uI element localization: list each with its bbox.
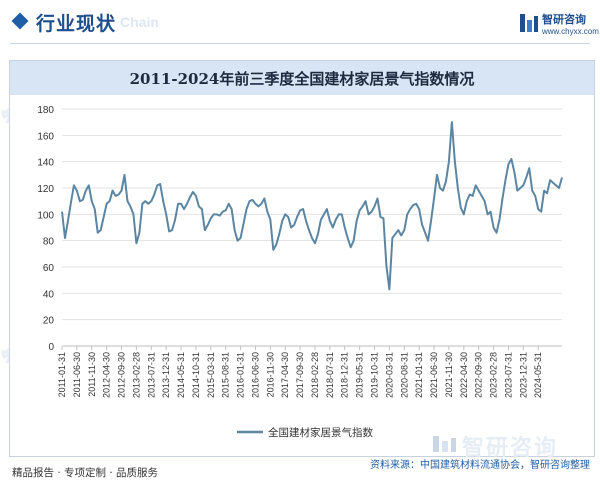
x-tick-label: 2021-06-30 xyxy=(429,352,439,398)
x-tick-label: 2014-05-31 xyxy=(176,352,186,398)
diamond-icon xyxy=(11,12,29,30)
x-tick-label: 2014-10-31 xyxy=(191,352,201,398)
y-tick-label: 80 xyxy=(43,237,55,248)
x-tick-label: 2021-01-31 xyxy=(414,352,424,398)
x-tick-label: 2016-01-31 xyxy=(236,352,246,398)
section-title: 行业现状 xyxy=(36,13,117,35)
x-tick-label: 2013-02-28 xyxy=(131,352,141,398)
x-tick-label: 2012-04-30 xyxy=(102,352,112,398)
y-tick-label: 180 xyxy=(37,105,54,116)
x-tick-label: 2024-05-31 xyxy=(533,352,543,398)
brand-site: www.chyxx.com xyxy=(542,27,599,36)
x-tick-label: 2016-11-30 xyxy=(265,352,275,397)
x-tick-label: 2011-06-30 xyxy=(72,352,82,397)
y-tick-label: 40 xyxy=(43,289,55,300)
x-tick-label: 2013-12-31 xyxy=(161,352,171,398)
x-tick-label: 2017-09-30 xyxy=(295,352,305,398)
y-tick-label: 100 xyxy=(37,210,54,221)
footer-tagline: 精品报告 · 专项定制 · 品质服务 xyxy=(12,467,159,479)
x-tick-label: 2011-11-30 xyxy=(87,352,97,397)
line-chart: 0 20 40 60 80 100 120 140 160 180 2011-01-31 2011-0… xyxy=(37,105,563,439)
x-tick-label: 2023-07-31 xyxy=(503,352,513,398)
y-tick-label: 60 xyxy=(43,263,55,274)
x-tick-label: 2023-02-28 xyxy=(489,352,499,398)
brand-logo-icon xyxy=(520,14,538,32)
chart-title: 2011-2024年前三季度全国建材家居景气指数情况 xyxy=(129,70,475,88)
section-title-en: Chain xyxy=(120,14,159,30)
x-tick-label: 2020-08-31 xyxy=(399,352,409,398)
x-tick-label: 2019-05-31 xyxy=(355,352,365,398)
x-tick-label: 2022-04-30 xyxy=(459,352,469,398)
legend-label: 全国建材家居景气指数 xyxy=(268,426,373,439)
x-tick-label: 2019-10-31 xyxy=(370,352,380,398)
x-tick-label: 2020-03-31 xyxy=(384,352,394,398)
brand-logo-icon xyxy=(433,436,456,452)
chart-title-bar: 2011-2024年前三季度全国建材家居景气指数情况 xyxy=(10,61,594,95)
x-tick-label: 2017-04-30 xyxy=(280,352,290,398)
x-tick-label: 2022-09-30 xyxy=(474,352,484,398)
y-tick-label: 140 xyxy=(37,158,54,169)
y-tick-label: 120 xyxy=(37,184,54,195)
x-tick-label: 2012-09-30 xyxy=(117,352,127,398)
x-tick-label: 2011-01-31 xyxy=(57,352,67,397)
brand-name: 智研咨询 xyxy=(542,13,586,26)
y-tick-label: 160 xyxy=(37,131,54,142)
series-line xyxy=(61,121,563,291)
x-tick-label: 2013-07-31 xyxy=(146,352,156,398)
x-tick-label: 2015-08-31 xyxy=(221,352,231,398)
page-header: Chain 行业现状 智研咨询 www.chyxx.com xyxy=(0,0,600,52)
y-tick-label: 0 xyxy=(48,342,54,353)
x-tick-label: 2023-12-31 xyxy=(518,352,528,398)
x-tick-label: 2018-02-28 xyxy=(310,352,320,398)
x-tick-label: 2016-06-30 xyxy=(250,352,260,398)
chart-panel: 2011-2024年前三季度全国建材家居景气指数情况 0 20 40 60 80 100 1… xyxy=(9,60,595,457)
x-tick-label: 2021-11-30 xyxy=(444,352,454,397)
x-tick-label: 2018-07-31 xyxy=(325,352,335,398)
x-tick-label: 2018-12-31 xyxy=(340,352,350,398)
header-divider xyxy=(10,43,590,44)
footer-watermark: 智研咨询 xyxy=(462,436,559,461)
x-tick-label: 2015-03-31 xyxy=(206,352,216,398)
y-tick-label: 20 xyxy=(43,316,55,327)
source-note: 资料来源：中国建筑材料流通协会，智研咨询整理 xyxy=(370,460,590,471)
page-footer: 精品报告 · 专项定制 · 品质服务 智研咨询 资料来源：中国建筑材料流通协会，… xyxy=(0,436,600,493)
